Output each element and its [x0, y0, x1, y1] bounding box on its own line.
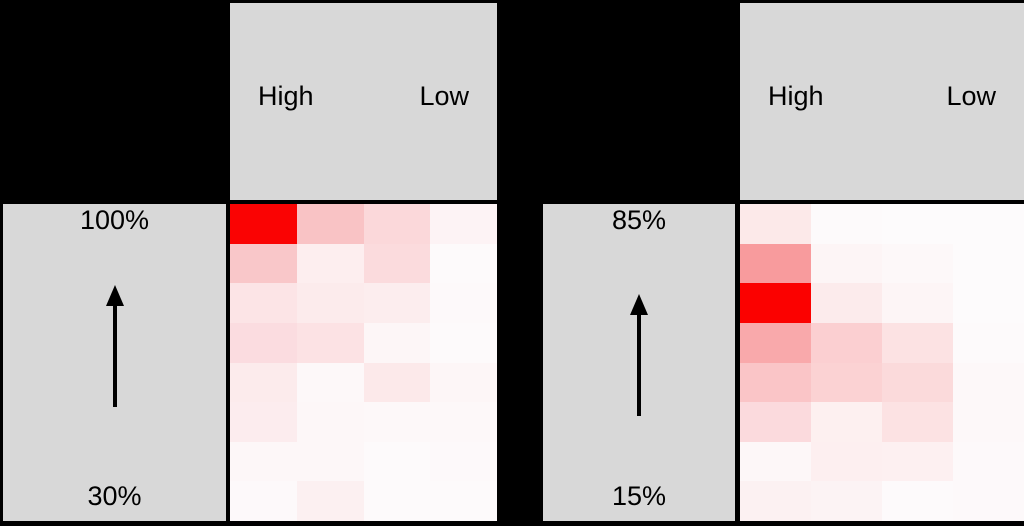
- heatmap-cell: [811, 243, 882, 284]
- heatmap-cell: [882, 322, 953, 363]
- left-bottom-percent-label: 30%: [87, 481, 142, 511]
- left-low-label: Low: [419, 81, 469, 111]
- up-arrow-icon: [105, 285, 124, 407]
- heatmap-cell: [740, 481, 811, 521]
- heatmap-cell: [740, 204, 811, 244]
- heatmap-cell: [430, 481, 497, 521]
- heatmap-cell: [953, 204, 1024, 244]
- heatmap-cell: [230, 362, 297, 403]
- heatmap-cell: [882, 243, 953, 284]
- left-y-axis-panel: 100% 30%: [3, 204, 226, 521]
- heatmap-cell: [953, 243, 1024, 284]
- heatmap-cell: [430, 441, 497, 482]
- heatmap-cell: [296, 481, 364, 521]
- heatmap-cell: [953, 481, 1024, 521]
- heatmap-cell: [230, 481, 297, 521]
- right-column-header-panel: High Low: [740, 3, 1024, 200]
- heatmap-cell: [230, 402, 297, 442]
- heatmap-cell: [430, 283, 497, 323]
- heatmap-cell: [230, 243, 297, 284]
- heatmap-cell: [740, 441, 811, 482]
- heatmap-cell: [296, 204, 364, 244]
- right-high-label: High: [768, 81, 824, 111]
- heatmap-cell: [230, 441, 297, 482]
- heatmap-cell: [953, 322, 1024, 363]
- arrow-head: [105, 285, 124, 306]
- heatmap-cell: [882, 283, 953, 323]
- heatmap-cell: [811, 204, 882, 244]
- heatmap-cell: [882, 204, 953, 244]
- heatmap-cell: [740, 243, 811, 284]
- right-top-percent-label: 85%: [611, 205, 667, 235]
- heatmap-cell: [740, 322, 811, 363]
- heatmap-cell: [363, 322, 431, 363]
- heatmap-cell: [430, 204, 497, 244]
- heatmap-cell: [230, 283, 297, 323]
- heatmap-cell: [230, 322, 297, 363]
- left-high-label: High: [258, 81, 314, 111]
- heatmap-cell: [811, 283, 882, 323]
- arrow-shaft: [112, 306, 117, 407]
- heatmap-cell: [430, 322, 497, 363]
- heatmap-cell: [811, 362, 882, 403]
- heatmap-cell: [740, 283, 811, 323]
- heatmap-cell: [882, 402, 953, 442]
- heatmap-cell: [430, 402, 497, 442]
- heatmap-cell: [953, 402, 1024, 442]
- heatmap-cell: [882, 441, 953, 482]
- heatmap-cell: [296, 283, 364, 323]
- heatmap-cell: [953, 441, 1024, 482]
- heatmap-cell: [296, 441, 364, 482]
- left-heatmap-grid: [230, 204, 497, 521]
- heatmap-cell: [296, 243, 364, 284]
- heatmap-cell: [296, 402, 364, 442]
- left-top-percent-label: 100%: [79, 205, 150, 235]
- right-y-axis-panel: 85% 15%: [543, 204, 735, 521]
- heatmap-cell: [811, 322, 882, 363]
- heatmap-cell: [363, 402, 431, 442]
- heatmap-cell: [296, 322, 364, 363]
- heatmap-cell: [811, 402, 882, 442]
- heatmap-cell: [363, 481, 431, 521]
- heatmap-cell: [740, 362, 811, 403]
- heatmap-cell: [363, 243, 431, 284]
- heatmap-cell: [230, 204, 297, 244]
- heatmap-cell: [811, 481, 882, 521]
- arrow-head: [630, 294, 648, 315]
- right-low-label: Low: [946, 81, 996, 111]
- heatmap-cell: [363, 362, 431, 403]
- heatmap-cell: [363, 283, 431, 323]
- heatmap-cell: [953, 283, 1024, 323]
- heatmap-cell: [953, 362, 1024, 403]
- right-bottom-percent-label: 15%: [611, 481, 667, 511]
- heatmap-cell: [811, 441, 882, 482]
- up-arrow-icon: [630, 294, 648, 416]
- heatmap-cell: [740, 402, 811, 442]
- arrow-shaft: [637, 315, 641, 416]
- heatmap-cell: [882, 362, 953, 403]
- heatmap-cell: [882, 481, 953, 521]
- left-column-header-panel: High Low: [230, 3, 497, 200]
- heatmap-cell: [430, 362, 497, 403]
- heatmap-cell: [296, 362, 364, 403]
- right-heatmap-grid: [740, 204, 1024, 521]
- heatmap-cell: [363, 441, 431, 482]
- heatmap-cell: [430, 243, 497, 284]
- heatmap-cell: [363, 204, 431, 244]
